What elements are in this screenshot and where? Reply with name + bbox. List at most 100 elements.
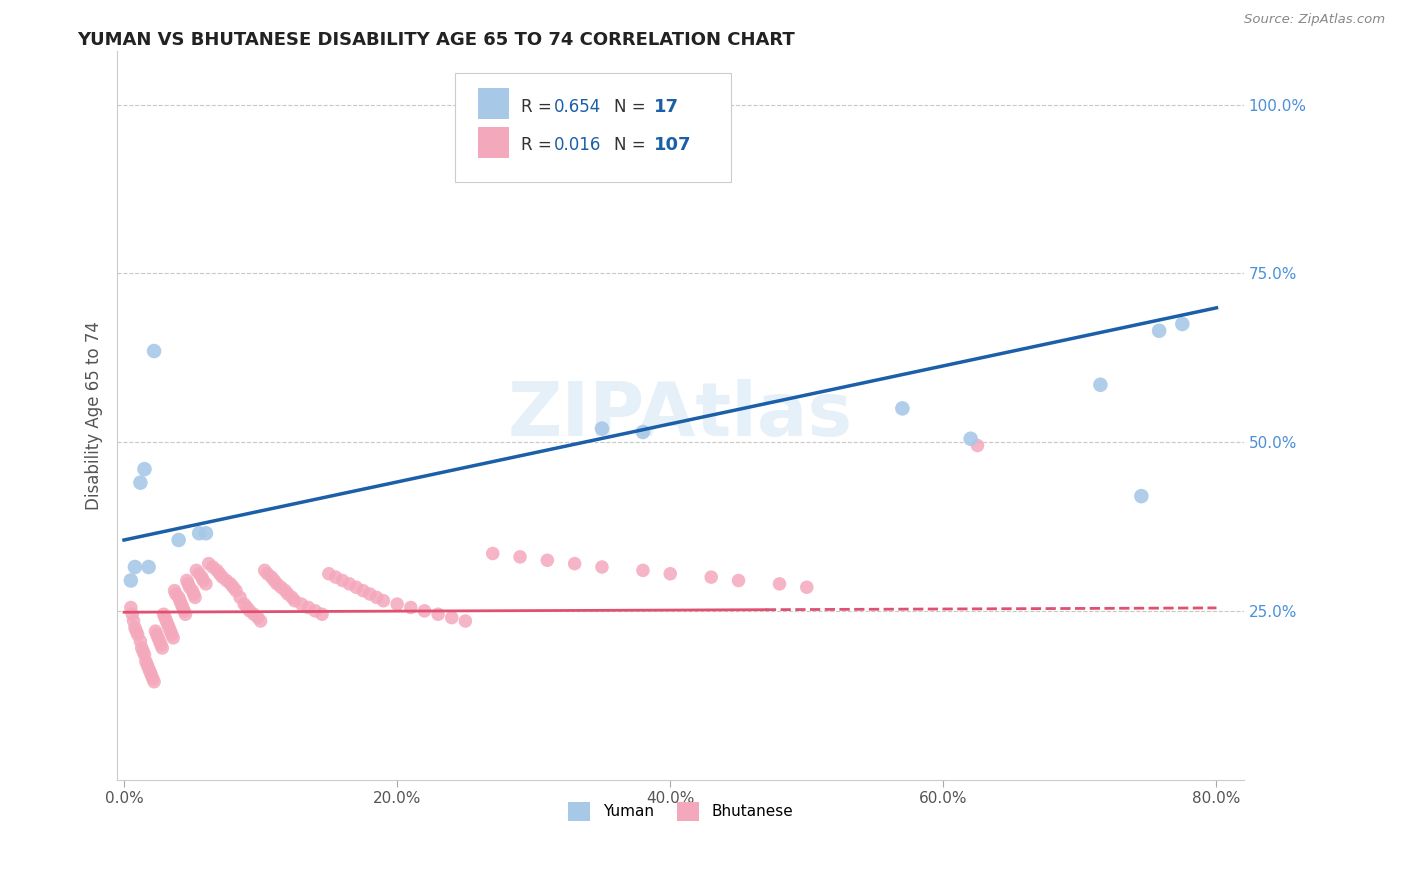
Text: N =: N = bbox=[614, 136, 645, 154]
Point bbox=[165, 587, 187, 601]
Point bbox=[157, 621, 180, 635]
Point bbox=[366, 591, 388, 605]
Point bbox=[150, 640, 173, 655]
FancyBboxPatch shape bbox=[478, 127, 509, 158]
Point bbox=[337, 577, 360, 591]
Point bbox=[162, 631, 184, 645]
Point bbox=[263, 574, 285, 588]
Point bbox=[131, 640, 153, 655]
Point bbox=[138, 560, 160, 574]
Point bbox=[222, 580, 245, 594]
Point bbox=[120, 574, 142, 588]
Point bbox=[399, 600, 422, 615]
Point bbox=[253, 563, 276, 577]
Point bbox=[359, 587, 381, 601]
Point bbox=[149, 638, 172, 652]
Point bbox=[1130, 489, 1153, 503]
Point bbox=[179, 580, 201, 594]
Point bbox=[631, 425, 654, 439]
Point bbox=[125, 624, 148, 639]
Point bbox=[122, 614, 145, 628]
Point bbox=[727, 574, 749, 588]
Text: R =: R = bbox=[520, 136, 557, 154]
Point bbox=[124, 560, 146, 574]
Point bbox=[236, 600, 259, 615]
Point bbox=[318, 566, 340, 581]
Text: 0.654: 0.654 bbox=[554, 98, 602, 116]
Text: N =: N = bbox=[614, 98, 645, 116]
Point bbox=[891, 401, 914, 416]
Text: Source: ZipAtlas.com: Source: ZipAtlas.com bbox=[1244, 13, 1385, 27]
Point bbox=[385, 597, 408, 611]
Point bbox=[181, 583, 204, 598]
Point bbox=[124, 621, 146, 635]
Point bbox=[194, 526, 217, 541]
Point bbox=[219, 577, 242, 591]
Point bbox=[193, 574, 215, 588]
Point bbox=[277, 587, 299, 601]
Point bbox=[186, 563, 208, 577]
Point bbox=[138, 661, 160, 675]
Point bbox=[211, 570, 233, 584]
Point bbox=[509, 549, 531, 564]
Point bbox=[120, 600, 142, 615]
Point bbox=[170, 597, 193, 611]
Point bbox=[121, 607, 143, 622]
Point bbox=[591, 422, 613, 436]
Point bbox=[129, 634, 152, 648]
Point bbox=[139, 665, 162, 679]
Point bbox=[266, 577, 288, 591]
Point bbox=[1090, 377, 1112, 392]
Point bbox=[127, 627, 149, 641]
Point bbox=[142, 672, 165, 686]
Point bbox=[373, 593, 395, 607]
Point bbox=[1147, 324, 1170, 338]
Point bbox=[1171, 317, 1194, 331]
Point bbox=[959, 432, 981, 446]
Point bbox=[454, 614, 477, 628]
Point bbox=[536, 553, 558, 567]
Point bbox=[631, 563, 654, 577]
Point bbox=[173, 604, 195, 618]
Point bbox=[659, 566, 682, 581]
Point bbox=[274, 583, 297, 598]
Point bbox=[270, 580, 292, 594]
Point bbox=[129, 475, 152, 490]
Point bbox=[290, 597, 312, 611]
Point bbox=[152, 607, 174, 622]
Point bbox=[167, 591, 190, 605]
Point bbox=[153, 610, 176, 624]
Point bbox=[184, 591, 207, 605]
Point bbox=[311, 607, 333, 622]
Point bbox=[413, 604, 436, 618]
Point bbox=[155, 614, 177, 628]
Point bbox=[325, 570, 347, 584]
FancyBboxPatch shape bbox=[456, 72, 731, 182]
Text: YUMAN VS BHUTANESE DISABILITY AGE 65 TO 74 CORRELATION CHART: YUMAN VS BHUTANESE DISABILITY AGE 65 TO … bbox=[77, 31, 794, 49]
Text: ZIPAtlas: ZIPAtlas bbox=[508, 378, 853, 451]
Y-axis label: Disability Age 65 to 74: Disability Age 65 to 74 bbox=[86, 321, 103, 509]
Point bbox=[796, 580, 818, 594]
Point bbox=[260, 570, 283, 584]
Point bbox=[344, 580, 367, 594]
Point bbox=[143, 674, 166, 689]
Point bbox=[159, 624, 181, 639]
Point bbox=[297, 600, 319, 615]
Point bbox=[427, 607, 450, 622]
Point bbox=[134, 648, 156, 662]
Point bbox=[281, 591, 304, 605]
Point bbox=[167, 533, 190, 547]
Point bbox=[194, 577, 217, 591]
Point bbox=[208, 566, 231, 581]
Point bbox=[134, 462, 156, 476]
Point bbox=[197, 557, 219, 571]
Point bbox=[191, 570, 214, 584]
Text: 0.016: 0.016 bbox=[554, 136, 602, 154]
Point bbox=[143, 344, 166, 359]
Point bbox=[188, 526, 211, 541]
Point bbox=[188, 566, 211, 581]
Point bbox=[284, 593, 307, 607]
Point bbox=[201, 560, 224, 574]
Text: 17: 17 bbox=[654, 98, 679, 116]
Point bbox=[176, 574, 198, 588]
